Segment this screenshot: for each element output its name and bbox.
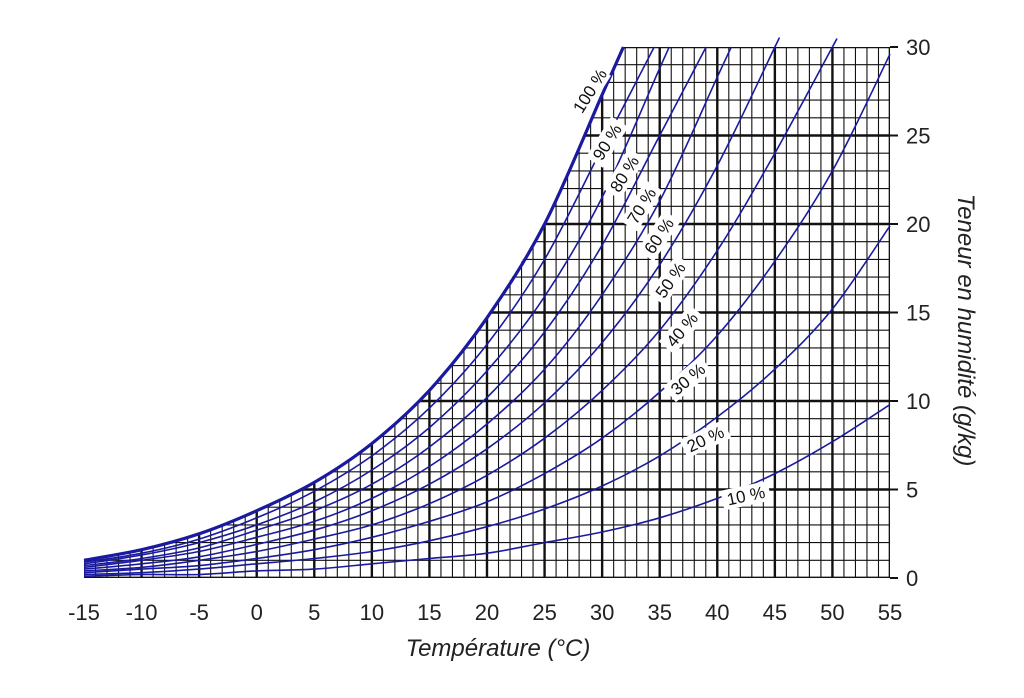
y-axis-ticks: 0 5 10 15 20 25 30 <box>890 35 930 591</box>
x-axis-ticks: -15 -10 -5 0 5 10 15 20 25 30 35 40 45 50 55 <box>68 600 902 625</box>
x-tick-label: 30 <box>590 600 614 625</box>
curve-label-background <box>663 355 713 403</box>
curve-60-percent <box>83 46 733 569</box>
curve-labels: 100 %90 %80 %70 %60 %50 %40 %30 %20 %10 … <box>568 65 772 511</box>
y-tick-label: 25 <box>906 124 930 149</box>
curve-label-background <box>620 180 663 232</box>
curve-label: 10 % <box>725 483 767 510</box>
curve-40-percent <box>83 38 838 572</box>
curve-label-background <box>637 210 681 262</box>
y-tick-label: 5 <box>906 478 918 503</box>
x-tick-label: 40 <box>705 600 729 625</box>
curve-label-background <box>603 148 646 200</box>
curve-70-percent <box>83 46 707 567</box>
x-tick-label: 0 <box>251 600 263 625</box>
curve-label-background <box>585 116 629 168</box>
curve-20-percent <box>83 225 891 576</box>
x-tick-label: -15 <box>68 600 100 625</box>
x-tick-label: 10 <box>360 600 384 625</box>
curve-label-background <box>679 419 732 459</box>
y-tick-label: 15 <box>906 301 930 326</box>
x-tick-label: 25 <box>532 600 556 625</box>
x-tick-label: -10 <box>126 600 158 625</box>
curve-label-background <box>720 480 772 511</box>
y-tick-label: 30 <box>906 35 930 60</box>
humidity-curves <box>83 37 891 577</box>
x-tick-label: 20 <box>475 600 499 625</box>
y-axis-title: Teneur en humidité (g/kg) <box>952 194 979 467</box>
x-tick-label: 5 <box>308 600 320 625</box>
x-tick-label: 15 <box>417 600 441 625</box>
x-tick-label: 45 <box>763 600 787 625</box>
x-tick-label: 50 <box>820 600 844 625</box>
x-axis-title: Température (°C) <box>406 635 591 662</box>
y-tick-label: 0 <box>906 566 918 591</box>
curve-label-background <box>648 254 693 306</box>
y-tick-label: 10 <box>906 389 930 414</box>
y-tick-label: 20 <box>906 212 930 237</box>
curve-80-percent <box>83 46 670 565</box>
curve-label-background <box>658 304 706 355</box>
x-tick-label: 35 <box>647 600 671 625</box>
x-tick-label: -5 <box>189 600 209 625</box>
curve-100-percent <box>83 46 625 562</box>
curve-50-percent <box>83 37 780 570</box>
curve-10-percent <box>83 403 891 577</box>
curve-90-percent <box>83 46 655 563</box>
x-tick-label: 55 <box>878 600 902 625</box>
curve-label-background <box>568 65 611 117</box>
curve-30-percent <box>83 53 891 574</box>
